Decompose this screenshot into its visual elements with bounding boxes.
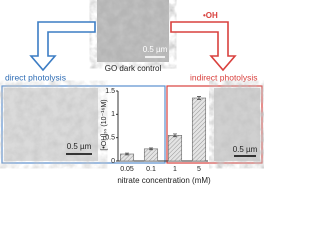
x-tick-label: 1: [173, 166, 177, 173]
y-tick-label: 0.5: [105, 135, 115, 142]
x-tick-label: 5: [197, 166, 201, 173]
error-bar: [125, 152, 129, 156]
scale-label: 0.5 µm: [143, 45, 168, 54]
y-tick-label: 1: [111, 111, 115, 118]
left-label: direct photolysis: [5, 72, 66, 82]
bar: [167, 135, 183, 162]
bar: [191, 97, 207, 162]
x-axis-label: nitrate concentration (mM): [117, 176, 211, 185]
arrow-right: [170, 21, 237, 72]
right-box: [166, 85, 263, 164]
error-bar: [173, 133, 177, 138]
error-bar: [197, 96, 201, 100]
scale-label: 0.5 µm: [233, 145, 258, 154]
figure: 0.5 µm GO dark control •OH direct photol…: [1, 0, 263, 185]
tem-texture: [214, 88, 260, 161]
x-tick-label: 0.1: [146, 166, 156, 173]
x-tick-label: 0.05: [120, 166, 134, 173]
error-bar: [149, 147, 153, 151]
left-box: [1, 85, 166, 164]
y-tick-label: 0: [111, 158, 115, 165]
right-label: indirect photolysis: [190, 72, 258, 82]
bar: [143, 148, 159, 162]
y-axis-label: [•OH]ₛₛ (10⁻¹⁶M): [101, 99, 108, 150]
radical-label: •OH: [203, 11, 218, 20]
arrow-left: [29, 21, 96, 72]
tem-texture: [97, 0, 169, 62]
scale-label: 0.5 µm: [67, 142, 92, 151]
caption: GO dark control: [105, 64, 162, 73]
tem-texture: [4, 88, 98, 161]
y-tick-label: 1.5: [105, 88, 115, 95]
